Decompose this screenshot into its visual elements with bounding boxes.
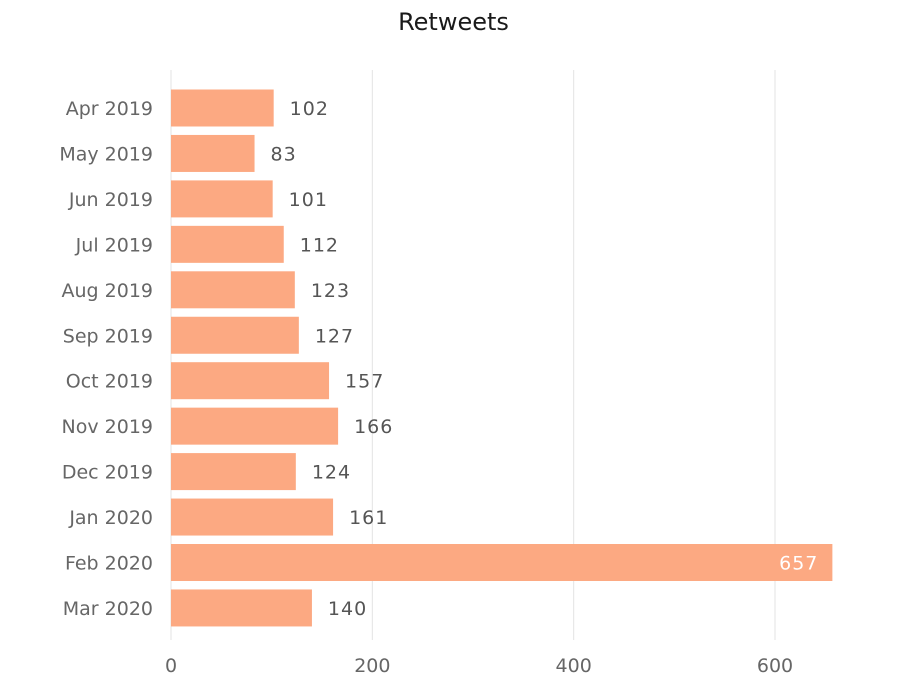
bar-nov-2019[interactable]: [171, 407, 339, 445]
data-label-may-2019: 83: [271, 143, 297, 165]
x-tick-label-0: 0: [165, 655, 177, 677]
bar-aug-2019[interactable]: [171, 271, 295, 309]
bar-jul-2019[interactable]: [171, 225, 284, 263]
data-label-jul-2019: 112: [300, 234, 339, 256]
data-label-mar-2020: 140: [328, 598, 367, 620]
category-label-jan-2020: Jan 2020: [68, 507, 153, 529]
category-label-dec-2019: Dec 2019: [62, 462, 153, 484]
category-label-feb-2020: Feb 2020: [65, 553, 153, 575]
category-label-mar-2020: Mar 2020: [63, 598, 153, 620]
chart-title: Retweets: [398, 8, 509, 36]
bar-oct-2019[interactable]: [171, 362, 330, 400]
category-label-aug-2019: Aug 2019: [62, 280, 154, 302]
data-label-feb-2020: 657: [779, 553, 818, 575]
bar-jan-2020[interactable]: [171, 498, 334, 536]
bar-dec-2019[interactable]: [171, 453, 296, 491]
data-label-oct-2019: 157: [345, 371, 384, 393]
data-label-sep-2019: 127: [315, 325, 354, 347]
category-label-oct-2019: Oct 2019: [66, 371, 153, 393]
x-tick-label-200: 200: [354, 655, 390, 677]
bar-may-2019[interactable]: [171, 134, 255, 172]
data-label-dec-2019: 124: [312, 462, 351, 484]
bar-apr-2019[interactable]: [171, 89, 274, 127]
data-label-apr-2019: 102: [290, 98, 329, 120]
category-label-apr-2019: Apr 2019: [66, 98, 153, 120]
data-label-jun-2019: 101: [289, 189, 328, 211]
category-label-may-2019: May 2019: [59, 143, 153, 165]
category-label-jun-2019: Jun 2019: [68, 189, 153, 211]
bars: [171, 89, 833, 627]
category-label-sep-2019: Sep 2019: [63, 325, 153, 347]
category-label-jul-2019: Jul 2019: [75, 234, 153, 256]
labels: 0 200 400 600 Apr 2019 102 May 2019 83 Jun 2019 1…: [59, 98, 818, 677]
x-tick-label-400: 400: [556, 655, 592, 677]
bar-jun-2019[interactable]: [171, 180, 273, 218]
bar-feb-2020[interactable]: [171, 544, 833, 581]
category-label-nov-2019: Nov 2019: [62, 416, 153, 438]
bar-sep-2019[interactable]: [171, 316, 299, 354]
data-label-nov-2019: 166: [354, 416, 393, 438]
data-label-jan-2020: 161: [349, 507, 388, 529]
data-label-aug-2019: 123: [311, 280, 350, 302]
bar-mar-2020[interactable]: [171, 589, 312, 627]
x-tick-label-600: 600: [757, 655, 793, 677]
